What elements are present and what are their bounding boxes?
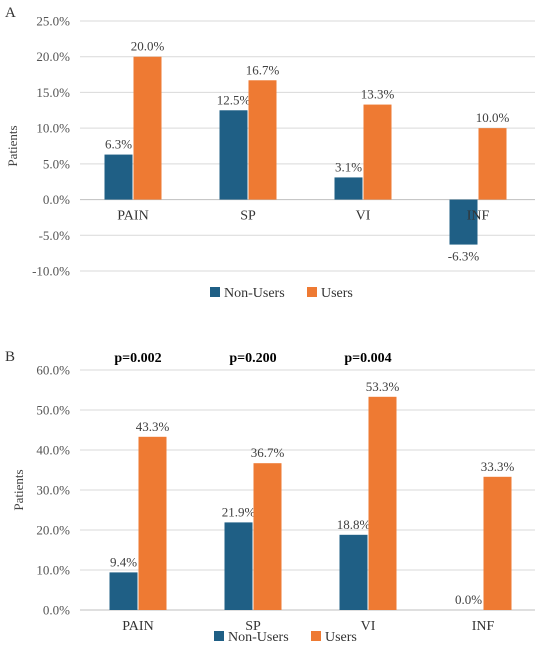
- legend-label: Non-Users: [228, 630, 289, 645]
- data-label: 21.9%: [222, 504, 256, 519]
- panel-label: B: [5, 349, 15, 365]
- y-tick-label: 10.0%: [36, 563, 70, 578]
- category-label: VI: [356, 209, 371, 224]
- y-tick-label: 0.0%: [43, 603, 70, 618]
- data-label: 33.3%: [481, 459, 515, 474]
- bar-users-inf: [483, 476, 512, 610]
- y-tick-label: -10.0%: [32, 264, 70, 279]
- p-value-annotation: p=0.200: [229, 351, 276, 366]
- p-value-annotation: p=0.004: [344, 351, 391, 366]
- y-tick-label: 10.0%: [36, 121, 70, 136]
- bar-users-pain: [138, 436, 167, 610]
- y-tick-label: 15.0%: [36, 85, 70, 100]
- data-label: -6.3%: [448, 249, 480, 264]
- legend-label: Non-Users: [224, 286, 285, 301]
- y-tick-label: 40.0%: [36, 443, 70, 458]
- bar-users-pain: [133, 56, 162, 200]
- data-label: 36.7%: [251, 445, 285, 460]
- bar-users-sp: [253, 463, 282, 610]
- legend-swatch: [214, 631, 224, 641]
- category-label: VI: [361, 619, 376, 634]
- bar-users-vi: [363, 104, 392, 200]
- bar-non-users-sp: [219, 110, 248, 200]
- bar-non-users-inf: [449, 199, 478, 245]
- data-label: 18.8%: [337, 517, 371, 532]
- category-label: INF: [467, 209, 490, 224]
- data-label: 12.5%: [217, 92, 251, 107]
- bar-non-users-pain: [104, 154, 133, 200]
- category-label: PAIN: [122, 619, 153, 634]
- data-label: 6.3%: [105, 137, 132, 152]
- y-tick-label: 30.0%: [36, 483, 70, 498]
- p-value-annotation: p=0.002: [114, 351, 161, 366]
- y-tick-label: 60.0%: [36, 363, 70, 378]
- panel-label: A: [5, 5, 16, 21]
- legend-swatch: [311, 631, 321, 641]
- data-label: 10.0%: [476, 110, 510, 125]
- bar-users-sp: [248, 80, 277, 200]
- bar-users-vi: [368, 396, 397, 610]
- category-label: SP: [240, 209, 256, 224]
- y-axis-label: Patients: [5, 125, 20, 166]
- data-label: 0.0%: [455, 592, 482, 607]
- y-tick-label: 20.0%: [36, 49, 70, 64]
- data-label: 3.1%: [335, 159, 362, 174]
- category-label: PAIN: [117, 209, 148, 224]
- y-tick-label: 5.0%: [43, 156, 70, 171]
- data-label: 43.3%: [136, 419, 170, 434]
- data-label: 20.0%: [131, 39, 165, 54]
- category-label: INF: [472, 619, 495, 634]
- legend-swatch: [307, 287, 317, 297]
- data-label: 9.4%: [110, 554, 137, 569]
- data-label: 16.7%: [246, 62, 280, 77]
- legend-swatch: [210, 287, 220, 297]
- bar-non-users-vi: [334, 177, 363, 200]
- bar-non-users-sp: [224, 522, 253, 610]
- data-label: 53.3%: [366, 379, 400, 394]
- y-tick-label: 50.0%: [36, 403, 70, 418]
- y-tick-label: -5.0%: [39, 228, 71, 243]
- y-tick-label: 25.0%: [36, 14, 70, 29]
- bar-non-users-vi: [339, 534, 368, 610]
- y-tick-label: 0.0%: [43, 192, 70, 207]
- bar-users-inf: [478, 128, 507, 200]
- y-tick-label: 20.0%: [36, 523, 70, 538]
- legend-label: Users: [325, 630, 357, 645]
- bar-non-users-pain: [109, 572, 138, 610]
- data-label: 13.3%: [361, 87, 395, 102]
- y-axis-label: Patients: [11, 469, 26, 510]
- category-label: SP: [245, 619, 261, 634]
- legend-label: Users: [321, 286, 353, 301]
